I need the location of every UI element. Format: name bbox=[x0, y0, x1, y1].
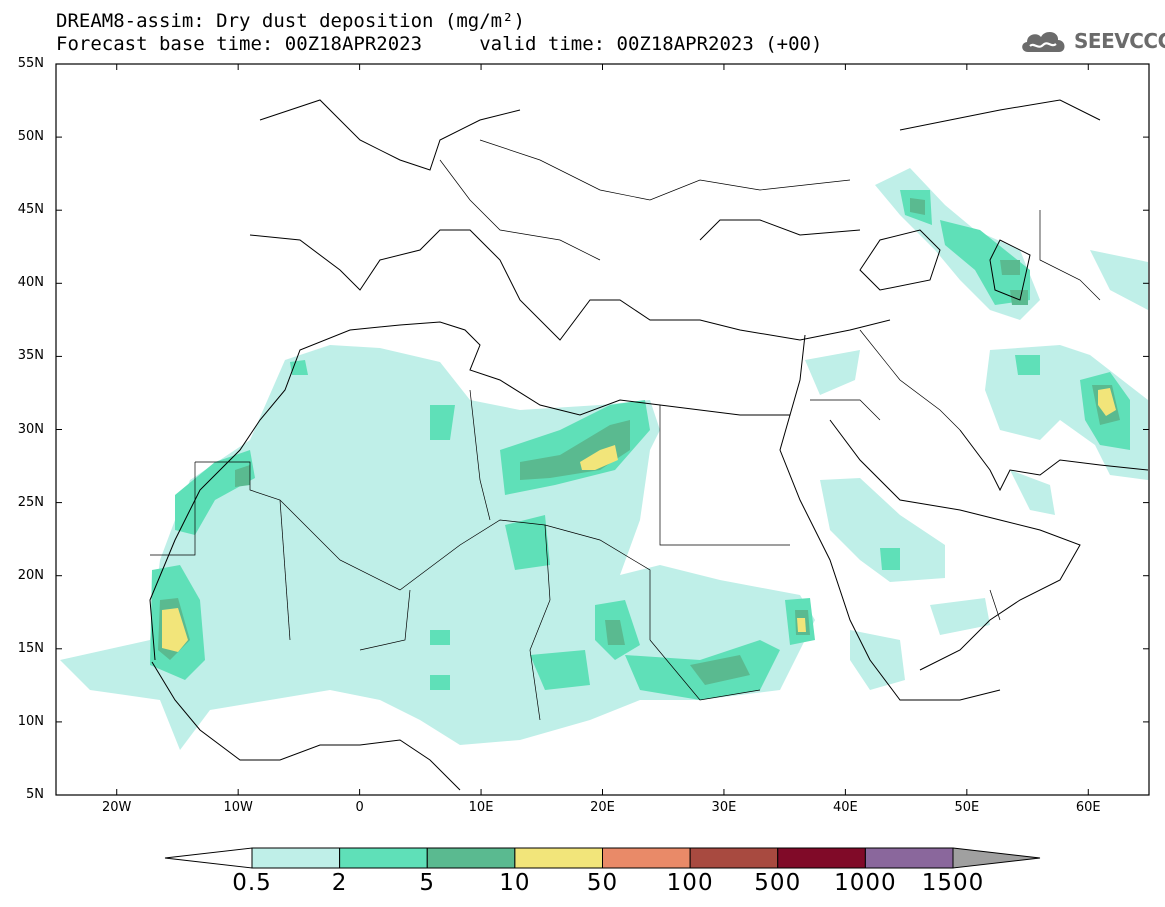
borders bbox=[150, 139, 1101, 721]
colorbar-segment bbox=[864, 847, 954, 869]
colorbar-segment bbox=[251, 847, 341, 869]
colorbar-segment bbox=[426, 847, 516, 869]
lat-label-40N: 40N bbox=[17, 275, 44, 291]
colorbar-label: 0.5 bbox=[232, 870, 272, 896]
colorbar-label: 500 bbox=[754, 870, 802, 896]
colorbar-label: 5 bbox=[419, 870, 436, 896]
lon-label-30E: 30E bbox=[711, 800, 737, 815]
lat-label-35N: 35N bbox=[17, 348, 44, 364]
colorbar-segment bbox=[689, 847, 779, 869]
axis-ticks bbox=[56, 63, 1149, 796]
lat-label-10N: 10N bbox=[17, 713, 44, 729]
lat-label-55N: 55N bbox=[17, 56, 44, 71]
lat-label-45N: 45N bbox=[17, 202, 44, 218]
colorbar-label: 1500 bbox=[921, 870, 985, 896]
colorbar-label: 50 bbox=[586, 870, 619, 896]
colorbar-label: 10 bbox=[499, 870, 531, 896]
colorbar-segment bbox=[602, 847, 691, 869]
colorbar-label: 100 bbox=[666, 870, 714, 896]
lon-label-50E: 50E bbox=[954, 800, 980, 815]
coastlines bbox=[149, 99, 1149, 791]
cloud-icon bbox=[1022, 31, 1065, 52]
colorbar-label: 2 bbox=[331, 870, 348, 896]
lon-label-20W: 20W bbox=[102, 800, 132, 815]
colorbar-label: 1000 bbox=[834, 870, 897, 896]
seevccc-logo: SEEVCCC bbox=[1018, 26, 1165, 56]
colorbar-high-arrow bbox=[952, 847, 1041, 869]
lon-label-60E: 60E bbox=[1075, 800, 1101, 815]
lon-label-40E: 40E bbox=[832, 800, 858, 815]
lat-label-25N: 25N bbox=[17, 494, 44, 510]
lat-label-15N: 15N bbox=[17, 640, 44, 656]
lat-label-30N: 30N bbox=[17, 421, 44, 437]
lon-label-20E: 20E bbox=[590, 800, 615, 815]
forecast-time-line: Forecast base time: 00Z18APR2023 valid t… bbox=[56, 33, 823, 55]
colorbar bbox=[164, 847, 1041, 869]
map-title: DREAM8-assim: Dry dust deposition (mg/m²… bbox=[56, 10, 525, 32]
colorbar-segment bbox=[777, 847, 866, 869]
lon-label-0: 0 bbox=[355, 800, 364, 815]
lon-label-10E: 10E bbox=[468, 800, 494, 815]
lat-label-20N: 20N bbox=[17, 567, 44, 583]
colorbar-low-arrow bbox=[164, 847, 253, 869]
colorbar-segment bbox=[514, 847, 603, 869]
level4-areas bbox=[162, 388, 1116, 652]
deposition-field bbox=[60, 99, 1149, 791]
lat-label-5N: 5N bbox=[26, 787, 44, 802]
logo-text: SEEVCCC bbox=[1074, 29, 1165, 53]
lat-label-50N: 50N bbox=[17, 129, 44, 145]
lon-label-10W: 10W bbox=[223, 800, 253, 815]
colorbar-segment bbox=[339, 847, 428, 869]
